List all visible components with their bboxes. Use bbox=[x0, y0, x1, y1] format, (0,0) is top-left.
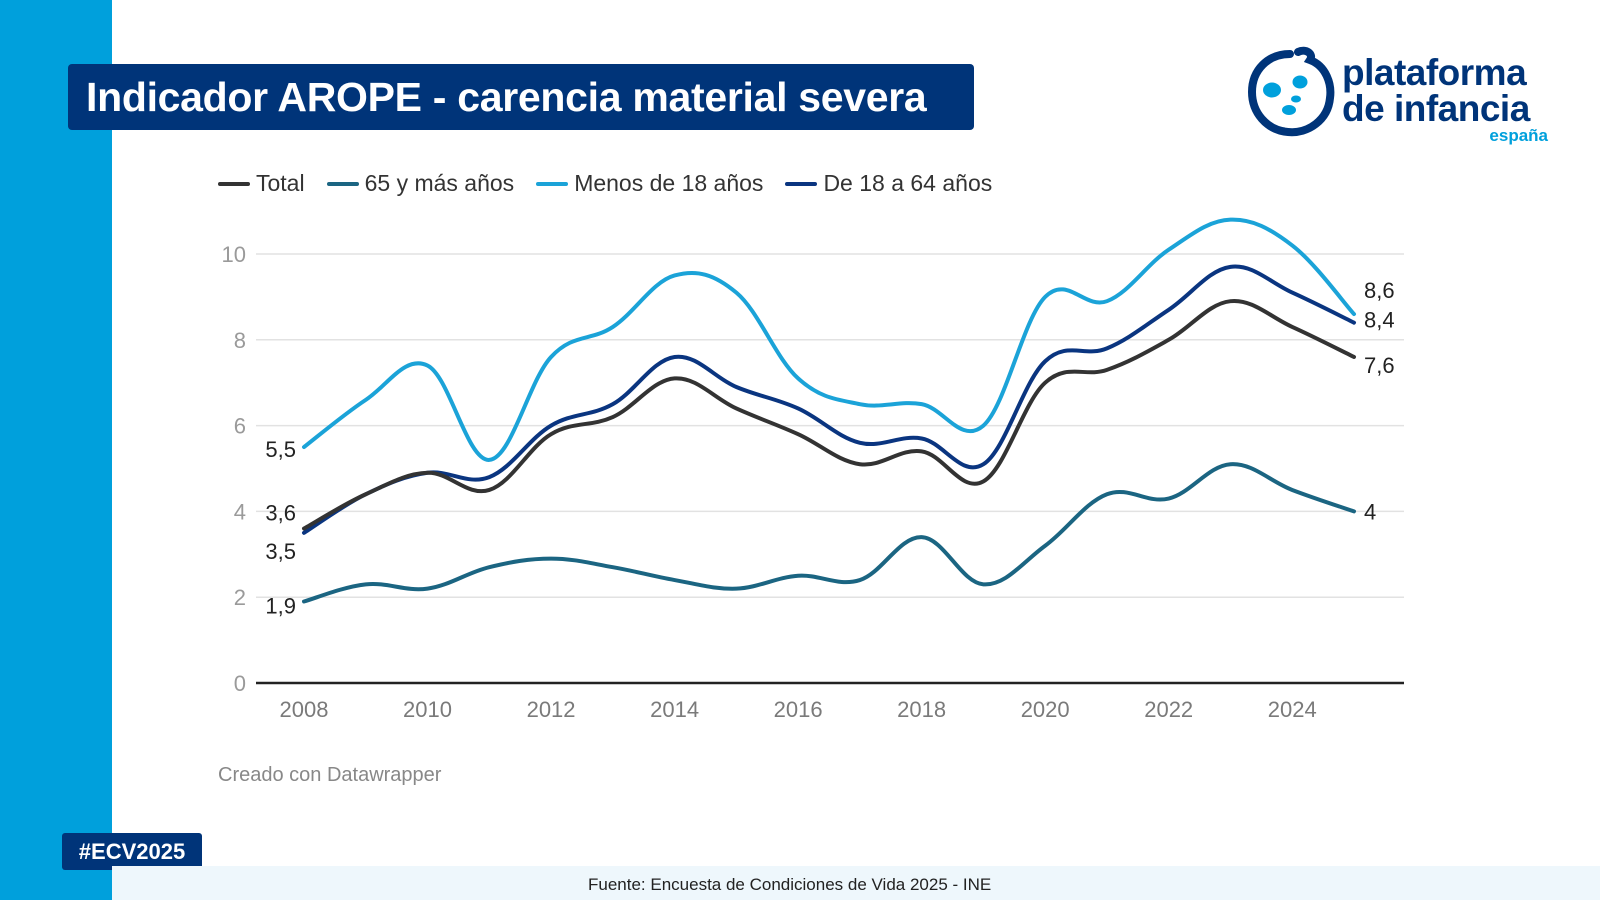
logo-text-line-2: de infancia bbox=[1342, 88, 1530, 129]
x-tick-label: 2020 bbox=[1021, 697, 1070, 722]
chart-legend: Total 65 y más años Menos de 18 años De … bbox=[218, 170, 992, 197]
legend-label: Menos de 18 años bbox=[574, 170, 764, 196]
legend-item-65-plus: 65 y más años bbox=[326, 170, 515, 197]
y-tick-label: 6 bbox=[234, 414, 246, 439]
x-tick-label: 2016 bbox=[774, 697, 823, 722]
end-value-label: 8,6 bbox=[1364, 278, 1395, 303]
y-tick-label: 0 bbox=[234, 671, 246, 696]
end-value-label: 7,6 bbox=[1364, 353, 1395, 378]
legend-swatch bbox=[536, 181, 569, 186]
brand-logo: plataforma de infancia españa bbox=[1246, 44, 1556, 152]
legend-swatch bbox=[218, 181, 250, 186]
y-tick-label: 8 bbox=[234, 328, 246, 353]
legend-label: 65 y más años bbox=[364, 170, 515, 196]
legend-label: De 18 a 64 años bbox=[823, 170, 993, 196]
plataforma-infancia-logo-icon bbox=[1247, 46, 1335, 137]
start-value-label: 1,9 bbox=[265, 593, 296, 618]
page-title: Indicador AROPE - carencia material seve… bbox=[86, 73, 927, 120]
x-tick-label: 2010 bbox=[403, 697, 452, 722]
legend-swatch bbox=[326, 181, 359, 186]
end-value-label: 4 bbox=[1364, 499, 1376, 524]
legend-label: Total bbox=[256, 170, 305, 196]
legend-item-18-64: De 18 a 64 años bbox=[785, 170, 992, 197]
side-accent-band bbox=[0, 0, 112, 900]
x-tick-label: 2018 bbox=[897, 697, 946, 722]
series-line-total bbox=[302, 299, 1356, 531]
hashtag-text: #ECV2025 bbox=[78, 838, 186, 864]
source-note: Fuente: Encuesta de Condiciones de Vida … bbox=[588, 875, 992, 894]
x-tick-label: 2012 bbox=[527, 697, 576, 722]
series-line-de-18-a-64-a-os bbox=[302, 264, 1356, 535]
series-line-65-y-m-s-a-os bbox=[302, 462, 1356, 604]
y-tick-label: 10 bbox=[222, 242, 246, 267]
logo-text-line-3: españa bbox=[1489, 126, 1548, 145]
x-tick-label: 2024 bbox=[1268, 697, 1317, 722]
y-tick-label: 2 bbox=[234, 585, 246, 610]
x-tick-label: 2008 bbox=[280, 697, 329, 722]
legend-swatch bbox=[785, 181, 818, 186]
x-tick-label: 2014 bbox=[650, 697, 699, 722]
logo-text-line-1: plataforma bbox=[1342, 52, 1527, 93]
end-value-label: 8,4 bbox=[1364, 308, 1395, 333]
start-value-label: 3,5 bbox=[265, 539, 296, 564]
hashtag-badge: #ECV2025 bbox=[62, 833, 202, 870]
legend-item-total: Total bbox=[218, 170, 305, 197]
x-tick-label: 2022 bbox=[1144, 697, 1193, 722]
chart-credit: Creado con Datawrapper bbox=[218, 764, 442, 786]
start-value-label: 5,5 bbox=[265, 437, 296, 462]
legend-item-under-18: Menos de 18 años bbox=[536, 170, 763, 197]
y-tick-label: 4 bbox=[234, 499, 246, 524]
start-value-label: 3,6 bbox=[265, 501, 296, 526]
footer-bar bbox=[112, 866, 1600, 900]
title-banner: Indicador AROPE - carencia material seve… bbox=[68, 64, 974, 130]
series-line-menos-de-18-a-os bbox=[302, 217, 1356, 462]
